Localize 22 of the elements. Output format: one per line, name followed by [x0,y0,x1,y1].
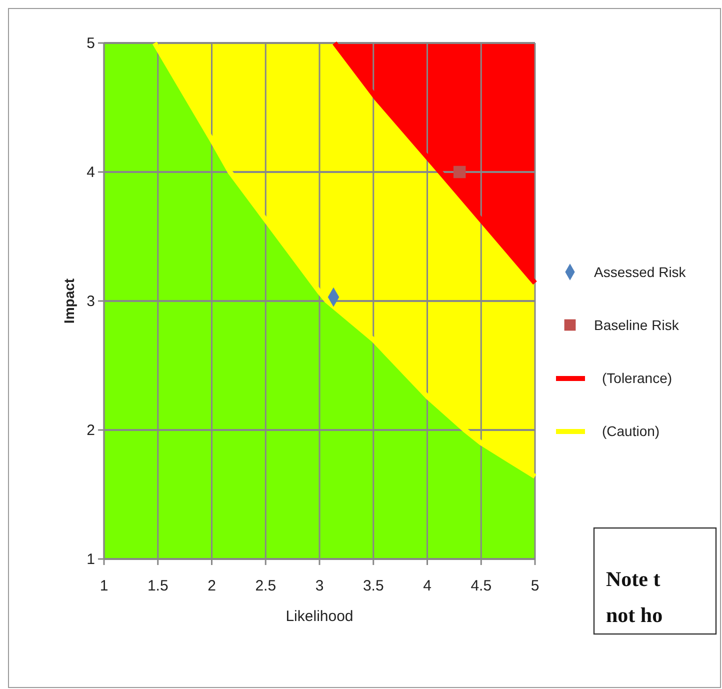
legend-label: (Tolerance) [602,370,672,386]
y-tick-label: 4 [86,164,95,181]
x-tick-label: 3.5 [362,578,384,594]
y-tick-label: 1 [86,550,95,568]
x-tick-label: 2 [208,578,216,594]
y-tick-label: 5 [86,34,95,52]
x-tick-label: 2.5 [255,578,276,594]
x-tick-label: 1.5 [147,578,168,594]
legend-label: Assessed Risk [594,264,687,280]
x-axis-title: Likelihood [286,608,354,625]
legend-label: Baseline Risk [594,317,680,333]
x-tick-label: 5 [530,578,540,594]
y-tick-label: 3 [86,292,95,310]
legend-label: (Caution) [602,423,660,439]
y-axis-title: Impact [61,278,77,324]
y-tick-label: 2 [86,422,95,439]
text: Note t [606,567,660,591]
text: not ho [606,603,663,627]
x-tick-label: 1 [100,578,108,594]
x-tick-label: 3 [315,578,324,594]
x-tick-label: 4.5 [470,578,492,594]
x-tick-label: 4 [423,578,432,594]
